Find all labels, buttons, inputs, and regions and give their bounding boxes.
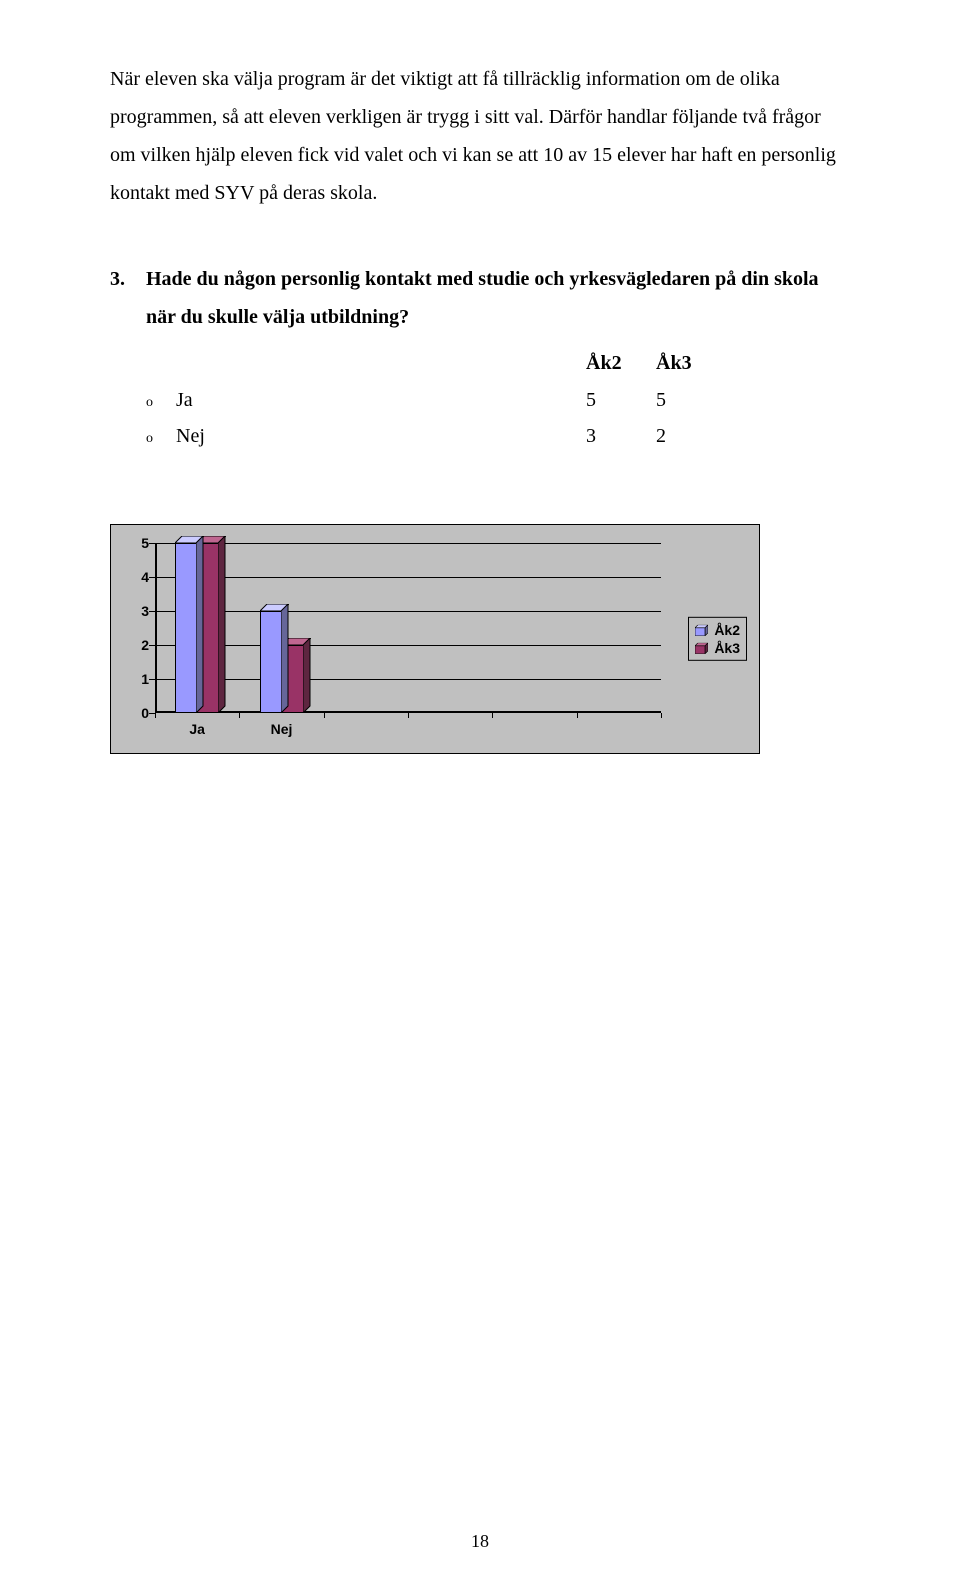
table-row: o Nej 3 2 — [146, 418, 850, 454]
chart-plot-area: 012345JaNej — [155, 543, 661, 713]
legend-item: Åk2 — [695, 621, 740, 639]
chart-x-label: Nej — [271, 721, 293, 737]
question-3: 3. Hade du någon personlig kontakt med s… — [110, 260, 850, 336]
legend-swatch — [695, 643, 708, 654]
chart-x-label: Ja — [189, 721, 205, 737]
list-bullet: o — [146, 426, 176, 451]
row-value: 3 — [586, 418, 656, 454]
row-label: Nej — [176, 418, 586, 454]
chart-y-tick: 5 — [131, 535, 149, 551]
chart-bar — [175, 543, 197, 713]
row-value: 5 — [586, 382, 656, 418]
chart-y-tick: 2 — [131, 637, 149, 653]
legend-label: Åk3 — [714, 639, 740, 657]
legend-label: Åk2 — [714, 621, 740, 639]
question-number: 3. — [110, 260, 146, 336]
chart-y-tick: 3 — [131, 603, 149, 619]
bar-chart: 012345JaNej Åk2 Åk3 — [110, 524, 760, 754]
page-number: 18 — [0, 1531, 960, 1552]
response-table: Åk2 Åk3 o Ja 5 5 o Nej 3 2 — [146, 344, 850, 454]
row-label: Ja — [176, 382, 586, 418]
legend-item: Åk3 — [695, 639, 740, 657]
legend-swatch — [695, 624, 708, 635]
chart-y-tick: 1 — [131, 671, 149, 687]
row-value: 2 — [656, 418, 726, 454]
chart-y-tick: 4 — [131, 569, 149, 585]
row-value: 5 — [656, 382, 726, 418]
table-header-row: Åk2 Åk3 — [146, 344, 850, 382]
chart-legend: Åk2 Åk3 — [688, 617, 747, 661]
list-bullet: o — [146, 390, 176, 415]
chart-bar — [260, 611, 282, 713]
question-text: Hade du någon personlig kontakt med stud… — [146, 260, 850, 336]
table-header: Åk2 — [586, 344, 656, 382]
table-header: Åk3 — [656, 344, 726, 382]
table-row: o Ja 5 5 — [146, 382, 850, 418]
chart-y-tick: 0 — [131, 705, 149, 721]
intro-paragraph: När eleven ska välja program är det vikt… — [110, 60, 850, 212]
